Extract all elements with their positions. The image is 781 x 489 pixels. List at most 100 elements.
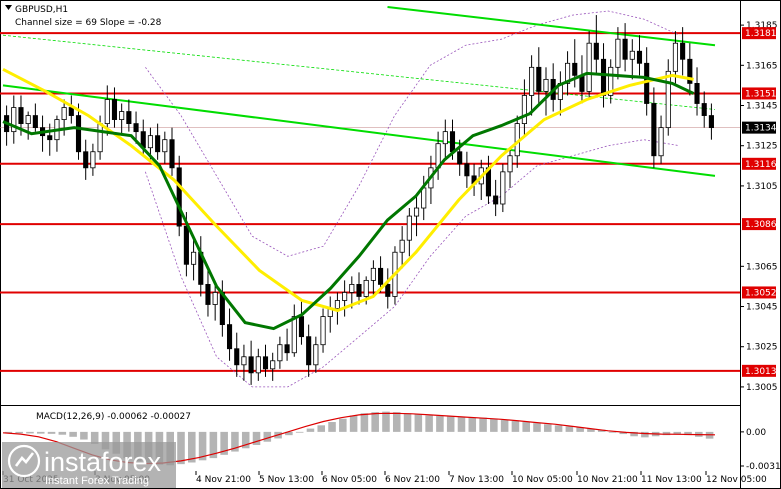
candle-body-bull [629,50,635,60]
candle-body-bear [593,42,599,60]
price-tick-label: 1.3185 [746,21,778,31]
macd-bar-50 [544,424,552,432]
candle-81 [586,31,592,100]
macd-bar-58 [630,431,638,437]
candle-17 [126,99,132,132]
macd-bar-57 [619,431,628,435]
candle-body-bull [162,139,168,153]
candle-body-bull [529,66,535,96]
candle-body-bear [47,135,53,141]
candle-body-bear [449,131,456,153]
price-tick-label: 1.3145 [746,102,778,112]
candle-74 [536,47,542,104]
candle-42 [306,324,312,377]
candle-47 [342,280,348,317]
macd-bar-51 [554,425,563,432]
time-tick-label-3: 5 Nov 13:00 [259,475,314,485]
instaforex-logo: instaforex Instant Forex Trading [7,444,162,487]
candle-body-bull [61,107,67,120]
candle-46 [334,292,340,325]
candle-51 [370,260,376,297]
candle-body-bull [507,155,513,173]
macd-bar-8 [90,431,99,444]
candle-body-bear [169,139,175,169]
candle-body-bear [536,66,542,92]
macd-bar-59 [641,431,649,438]
symbol-label: GBPUSD,H1 [15,5,68,15]
candle-92 [665,59,671,136]
candle-body-bear [176,167,182,227]
candle-body-bear [32,115,38,129]
candle-21 [155,123,161,160]
channel-upper-line [387,6,716,47]
candle-10 [75,103,82,160]
candle-34 [248,340,254,385]
price-tick-label: 1.3125 [746,142,778,152]
time-tick-label-7: 10 Nov 05:00 [512,475,573,485]
candle-body-bull [442,131,448,145]
time-tick-label-9: 11 Nov 13:00 [641,475,702,485]
candle-body-bear [385,284,391,297]
macd-bar-55 [597,429,606,432]
collapse-triangle-icon[interactable] [5,5,12,10]
macd-bar-49 [533,423,541,432]
macd-bar-24 [263,431,272,442]
moving-averages [2,67,695,331]
candle-body-bull [342,292,348,301]
level-tag-label-5: 1.3013 [745,367,777,377]
candle-body-bear [111,99,118,120]
candle-body-bear [622,38,628,60]
candle-31 [226,308,233,361]
macd-bar-26 [285,431,293,436]
level-tag-bg [742,218,776,231]
macd-bar-28 [306,428,315,432]
candle-body-bull [212,292,218,305]
price-tick-label: 1.3065 [746,262,778,272]
macd-bar-0 [4,431,13,433]
candle-73 [529,55,535,116]
level-tag-label-4: 1.3052 [745,288,777,298]
candle-78 [565,51,571,96]
candle-68 [493,179,499,217]
macd-bar-3 [36,431,45,434]
macd-label: MACD(12,26,9) -0.00062 -0.00027 [36,412,191,422]
candle-91 [658,115,664,164]
candle-88 [636,35,643,76]
macd-bar-47 [511,420,520,432]
candle-40 [291,304,297,357]
candle-body-bull [97,123,103,153]
candle-body-bear [378,267,384,285]
candle-body-bull [615,38,621,68]
candle-body-bear [457,151,463,165]
candle-52 [378,256,384,293]
candle-body-bull [543,78,549,92]
candle-body-bull [147,135,153,149]
candle-body-bull [25,115,31,125]
macd-bar-42 [457,417,466,432]
macd-bar-35 [382,411,390,432]
macd-bar-2 [26,431,34,434]
candle-body-bull [586,42,592,92]
candle-57 [413,195,420,237]
time-tick-label-5: 6 Nov 21:00 [385,475,440,485]
candle-body-bull [349,284,355,293]
candle-44 [320,308,326,353]
candle-body-bear [680,42,686,60]
candle-body-bull [291,316,297,354]
macd-tick-label-0: 0.00 [746,428,766,438]
level-tag-bg [742,286,776,299]
macd-bar-29 [317,425,326,432]
candle-body-bull [241,356,247,366]
candle-body-bull [90,151,96,169]
candle-body-bull [500,171,506,205]
ma-fast-line [2,71,695,331]
candle-body-bull [399,239,405,253]
candle-body-bull [672,42,679,72]
macd-bar-43 [468,417,477,432]
candle-11 [83,139,89,180]
candle-body-bear [356,284,362,297]
level-tag-bg [742,157,776,170]
macd-bar-44 [479,417,487,432]
